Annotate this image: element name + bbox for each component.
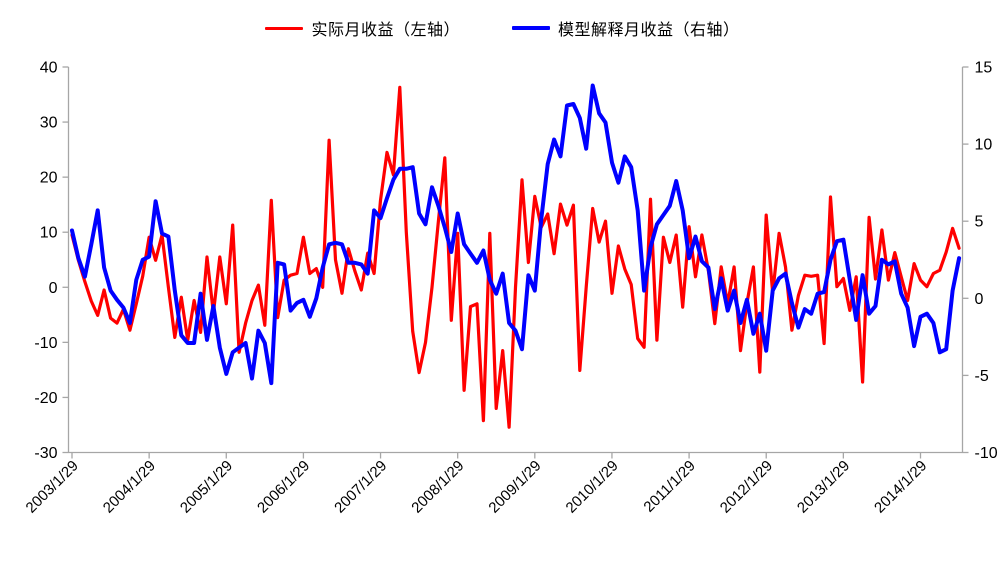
left-axis-tick-label: -20 bbox=[34, 390, 57, 407]
x-axis-tick-label: 2010/1/29 bbox=[563, 457, 622, 516]
x-axis-tick-label: 2005/1/29 bbox=[177, 457, 236, 516]
x-axis-tick-label: 2003/1/29 bbox=[23, 457, 82, 516]
series-line-actual-return bbox=[70, 85, 961, 429]
right-axis-tick-label: 0 bbox=[975, 291, 984, 308]
x-axis-tick-label: 2009/1/29 bbox=[485, 457, 544, 516]
legend-item-actual-return: 实际月收益（左轴） bbox=[265, 16, 460, 40]
left-axis-tick-label: 40 bbox=[40, 60, 58, 77]
legend-item-model-return: 模型解释月收益（右轴） bbox=[512, 16, 740, 40]
x-axis-tick-label: 2013/1/29 bbox=[794, 457, 853, 516]
right-axis-tick-label: 15 bbox=[975, 60, 993, 77]
x-axis-tick-label: 2011/1/29 bbox=[640, 457, 698, 515]
right-axis-tick-label: -10 bbox=[975, 445, 998, 462]
series-line-model-return bbox=[70, 83, 962, 386]
legend-line-sample-red bbox=[265, 26, 304, 30]
x-axis-tick-label: 2006/1/29 bbox=[254, 457, 313, 516]
right-axis-tick-label: -5 bbox=[975, 368, 989, 385]
left-axis-tick-label: 10 bbox=[40, 225, 58, 242]
x-axis-tick-label: 2014/1/29 bbox=[871, 457, 930, 516]
left-axis-tick-label: -10 bbox=[34, 335, 57, 352]
legend-label-actual-return: 实际月收益（左轴） bbox=[311, 22, 460, 39]
left-axis-tick-label: 30 bbox=[40, 115, 58, 132]
x-axis-tick-label: 2008/1/29 bbox=[408, 457, 467, 516]
right-axis-tick-label: 5 bbox=[975, 214, 984, 231]
x-axis-tick-label: 2012/1/29 bbox=[717, 457, 776, 516]
left-axis-tick-label: -30 bbox=[34, 445, 57, 462]
x-axis-tick-label: 2004/1/29 bbox=[100, 457, 159, 516]
x-axis-tick-label: 2007/1/29 bbox=[331, 457, 390, 516]
legend-line-sample-blue bbox=[512, 26, 550, 30]
left-axis-tick-label: 0 bbox=[49, 280, 58, 297]
legend-label-model-return: 模型解释月收益（右轴） bbox=[558, 22, 740, 39]
left-axis-tick-label: 20 bbox=[40, 170, 58, 187]
right-axis-tick-label: 10 bbox=[975, 137, 993, 154]
chart-legend: 实际月收益（左轴） 模型解释月收益（右轴） bbox=[0, 16, 1005, 40]
